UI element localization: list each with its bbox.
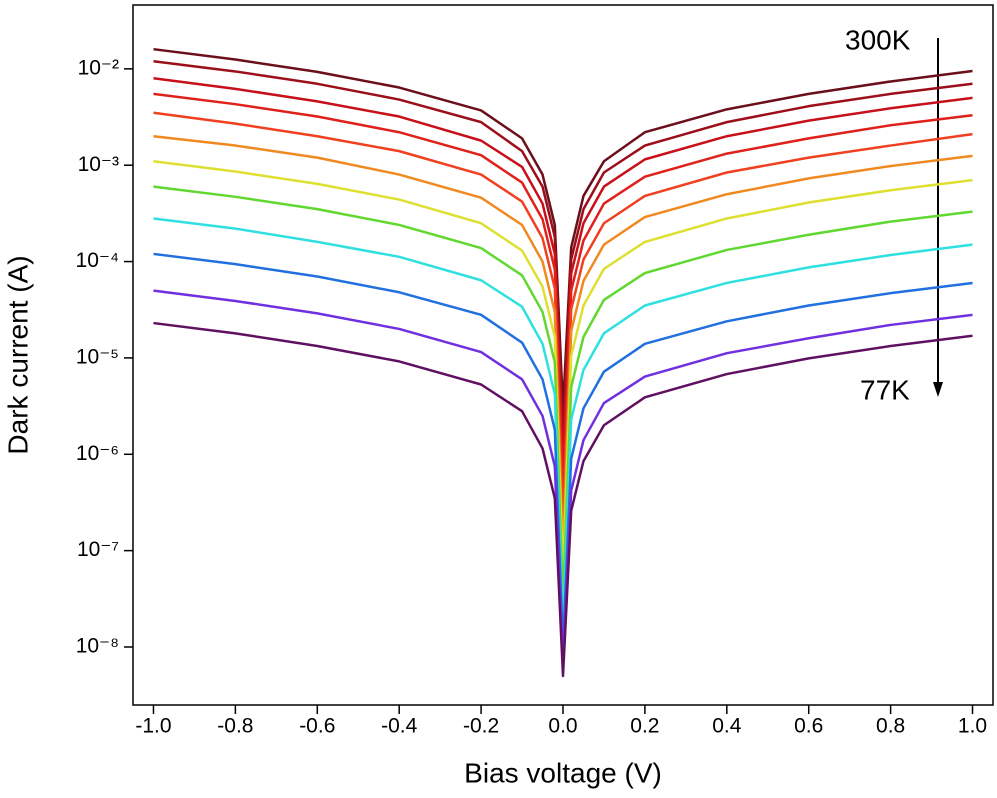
x-tick-label: -1.0 <box>135 715 171 738</box>
x-tick-label: 0.2 <box>630 715 659 738</box>
x-tick-label: 0.4 <box>712 715 742 738</box>
y-tick-label: 10⁻² <box>78 56 119 79</box>
y-tick-label: 10⁻⁶ <box>76 442 119 465</box>
x-tick-label: 0.0 <box>548 715 577 738</box>
x-tick-label: 0.8 <box>876 715 905 738</box>
y-tick-label: 10⁻³ <box>78 153 119 176</box>
x-tick-label: -0.6 <box>299 715 335 738</box>
y-tick-label: 10⁻⁴ <box>76 249 119 272</box>
line <box>153 321 973 678</box>
y-tick-label: 10⁻⁵ <box>76 345 119 368</box>
annotation: 77K <box>860 374 910 405</box>
y-tick-label: 10⁻⁷ <box>77 538 119 561</box>
x-tick-label: -0.4 <box>381 715 418 738</box>
y-tick-label: 10⁻⁸ <box>76 635 119 658</box>
annotation: 300K <box>845 24 911 55</box>
x-tick-label: 1.0 <box>958 715 987 738</box>
arrow-head <box>933 382 943 397</box>
y-axis-title: Dark current (A) <box>2 255 33 454</box>
x-tick-label: -0.2 <box>463 715 499 738</box>
x-tick-label: -0.8 <box>217 715 253 738</box>
x-tick-label: 0.6 <box>794 715 823 738</box>
x-axis-title: Bias voltage (V) <box>464 757 662 788</box>
